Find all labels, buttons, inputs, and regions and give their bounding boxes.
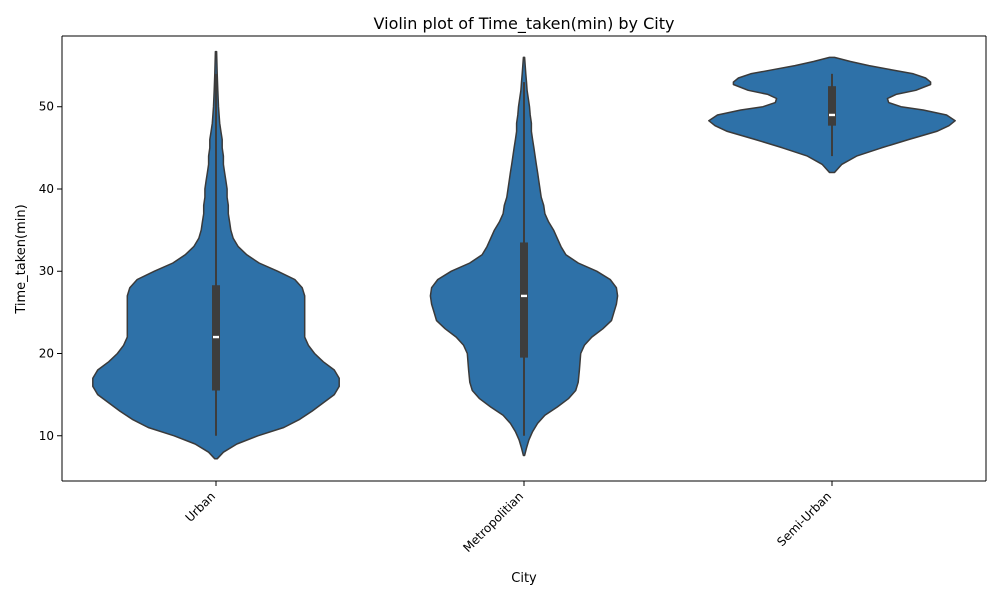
- y-tick-label: 30: [39, 264, 54, 278]
- x-tick-label: Urban: [183, 489, 219, 525]
- y-tick-label: 50: [39, 100, 54, 114]
- chart-title: Violin plot of Time_taken(min) by City: [374, 14, 675, 34]
- x-tick-label: Metropolitian: [460, 489, 526, 555]
- x-axis-label: City: [511, 571, 537, 586]
- violins-group: [92, 50, 956, 460]
- violin-iqr-box: [520, 242, 528, 358]
- y-tick-label: 40: [39, 182, 54, 196]
- violin-median: [521, 294, 527, 298]
- violin-metropolitian: [429, 56, 619, 457]
- x-axis: Urban Metropolitian Semi-Urban: [183, 481, 834, 555]
- violin-median: [829, 113, 835, 117]
- violin-urban: [92, 50, 340, 460]
- violin-semi-urban: [708, 56, 956, 174]
- y-axis-label: Time_taken(min): [14, 204, 29, 314]
- y-tick-label: 20: [39, 347, 54, 361]
- x-tick-label: Semi-Urban: [774, 489, 834, 549]
- y-tick-label: 10: [39, 429, 54, 443]
- y-axis: 10 20 30 40 50: [39, 100, 62, 443]
- violin-median: [213, 335, 219, 339]
- violin-iqr-box: [828, 86, 836, 126]
